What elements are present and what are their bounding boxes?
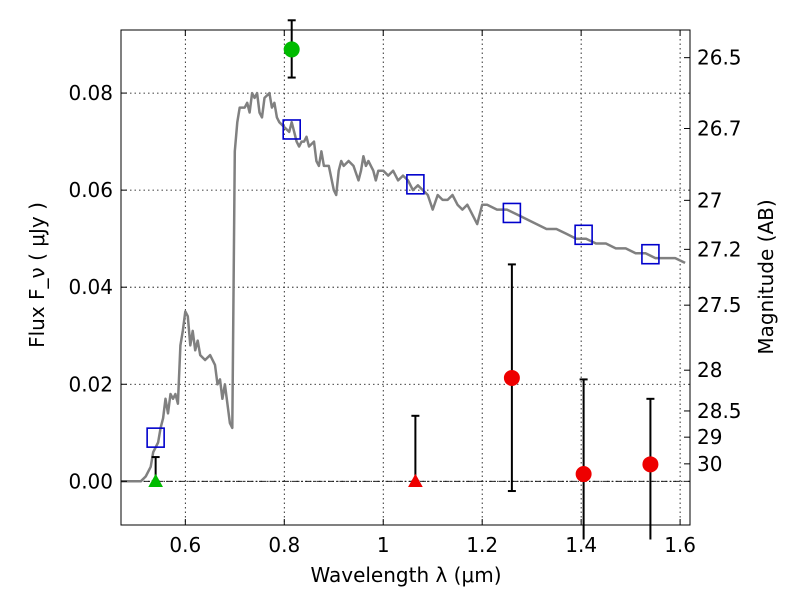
right-tick-label: 28.5 xyxy=(697,399,742,423)
right-tick-label: 28 xyxy=(697,358,722,382)
right-tick-label: 29 xyxy=(697,425,722,449)
right-axis-title: Magnitude (AB) xyxy=(754,199,778,354)
right-tick-label: 27.5 xyxy=(697,293,742,317)
y-axis-title: Flux F_ν ( μJy ) xyxy=(25,202,49,348)
model-band-square xyxy=(641,243,660,265)
x-tick-label: 1.4 xyxy=(565,533,597,557)
measurement-point xyxy=(575,466,592,483)
model-sed-line xyxy=(121,91,686,483)
model-band-square xyxy=(574,224,593,246)
plot-frame xyxy=(120,29,691,526)
upper-limit-triangle xyxy=(148,473,163,488)
right-tick-label: 30 xyxy=(697,452,722,476)
measurement-point xyxy=(503,369,520,386)
y-tick-label: 0.04 xyxy=(68,275,113,299)
right-tick-label: 27 xyxy=(697,188,722,212)
x-tick-label: 1 xyxy=(377,533,390,557)
y-tick-label: 0.00 xyxy=(68,469,113,493)
y-tick-label: 0.06 xyxy=(68,178,113,202)
model-band-square xyxy=(282,119,302,140)
tick-layer xyxy=(121,30,690,525)
y-tick-label: 0.08 xyxy=(68,81,113,105)
tick-label-layer: 0.6 0.8 1 1.2 1.4 1.6 0.00 0.02 0.04 0.06 0.08 26.5… xyxy=(68,46,741,557)
x-tick-label: 0.6 xyxy=(169,533,201,557)
measurement-point xyxy=(642,456,659,473)
x-tick-label: 0.8 xyxy=(268,533,300,557)
x-tick-label: 1.6 xyxy=(664,533,696,557)
model-band-square xyxy=(502,202,522,224)
y-tick-label: 0.02 xyxy=(68,372,113,396)
upper-limit-triangle xyxy=(408,473,423,488)
model-band-square xyxy=(146,427,165,448)
x-axis-title: Wavelength λ (μm) xyxy=(310,563,501,587)
right-tick-label: 27.2 xyxy=(697,237,742,261)
grid-layer xyxy=(121,30,690,525)
detection-point xyxy=(283,41,300,58)
marker-layer xyxy=(146,19,660,540)
right-tick-label: 26.5 xyxy=(697,46,742,70)
right-tick-label: 26.7 xyxy=(697,117,742,141)
x-tick-label: 1.2 xyxy=(466,533,498,557)
model-band-square xyxy=(406,174,425,195)
model-line-layer xyxy=(121,91,686,483)
